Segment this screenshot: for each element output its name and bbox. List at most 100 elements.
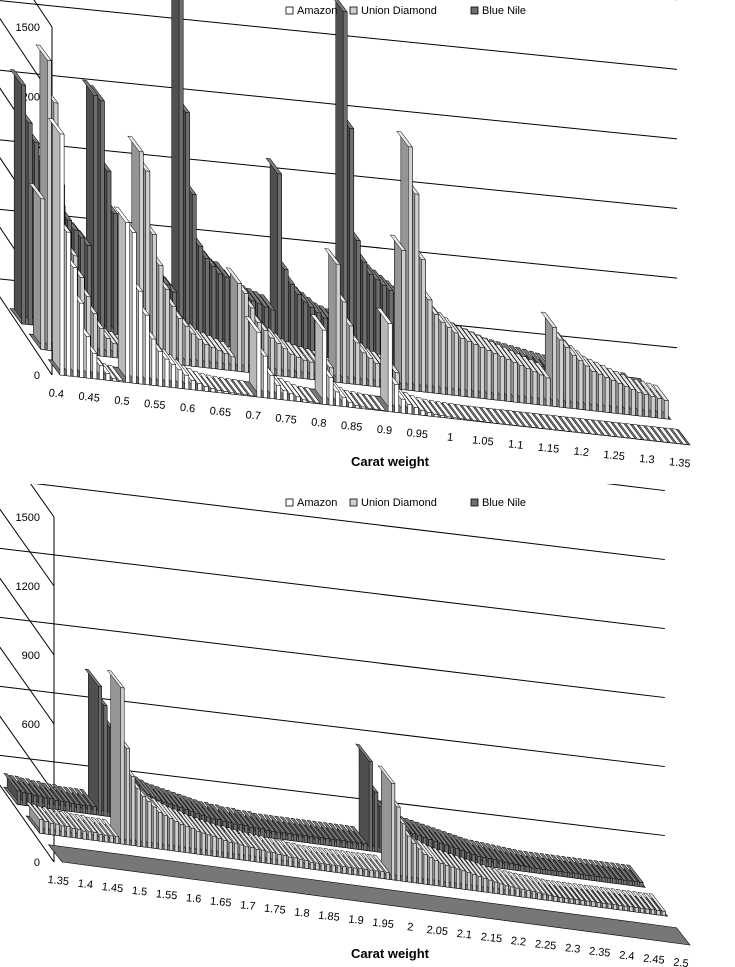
bar: [500, 409, 518, 427]
bar: [594, 886, 612, 910]
legend-label: Blue Nile: [482, 497, 526, 509]
x-tick-label: 2.45: [643, 953, 666, 967]
bar: [610, 888, 629, 912]
bar: [284, 341, 302, 380]
bar: [361, 853, 380, 879]
bar: [546, 414, 564, 432]
bar: [47, 118, 65, 377]
bar: [301, 845, 320, 871]
x-tick-label: 1.15: [537, 442, 560, 456]
bar: [544, 853, 563, 878]
bar: [479, 841, 498, 869]
legend-item: Blue Nile: [470, 497, 526, 509]
bar: [605, 421, 623, 439]
bar: [645, 425, 662, 443]
bar: [621, 889, 640, 914]
bar: [106, 669, 125, 846]
x-tick-label: 1.85: [318, 910, 341, 924]
x-tick-label: 1.25: [603, 449, 626, 463]
bar: [518, 873, 537, 900]
bar: [490, 844, 509, 870]
bar: [205, 334, 223, 371]
bar: [588, 885, 607, 909]
bar: [502, 870, 520, 898]
bar: [57, 785, 76, 813]
bar: [637, 891, 656, 916]
gridline-side: [0, 784, 55, 863]
bar: [297, 385, 314, 404]
bar: [244, 316, 262, 399]
legend-swatch: [470, 6, 479, 15]
y-tick-label: 1500: [16, 512, 40, 524]
bar: [658, 426, 675, 445]
bar: [553, 415, 570, 433]
gridline-side: [30, 484, 55, 518]
bar: [306, 819, 325, 846]
bar: [402, 391, 419, 416]
bar: [46, 783, 65, 812]
legend-label: Union Diamond: [361, 5, 437, 17]
chart-panel-bottom: 0300600900120015001.351.41.451.51.551.61…: [0, 484, 735, 967]
x-tick-label: 0.8: [311, 416, 327, 430]
x-tick-label: 2.3: [564, 942, 580, 956]
gridline-side: [0, 715, 55, 794]
bar: [523, 874, 542, 901]
bar: [540, 413, 557, 431]
bar: [550, 880, 569, 904]
bar: [345, 850, 363, 877]
bar: [389, 234, 407, 391]
bar: [273, 815, 292, 842]
bar: [290, 383, 308, 404]
bar: [35, 780, 54, 810]
bar: [639, 380, 656, 419]
x-tick-label: 0.9: [376, 424, 392, 438]
bar: [448, 402, 465, 421]
bar: [369, 394, 387, 412]
bar: [323, 848, 342, 874]
gridline: [0, 0, 678, 70]
x-tick-label: 1.7: [240, 899, 256, 913]
bar: [376, 307, 393, 413]
y-tick-label: 1200: [16, 581, 40, 593]
bar: [534, 877, 553, 902]
legend-item: Union Diamond: [349, 5, 437, 17]
bar: [377, 765, 396, 881]
bar: [587, 859, 606, 883]
bar: [572, 417, 590, 435]
bar: [631, 423, 649, 442]
bar: [526, 412, 544, 430]
bar: [192, 370, 209, 393]
bar: [101, 818, 120, 845]
bar: [73, 788, 92, 815]
bar: [211, 375, 229, 395]
legend-label: Amazon: [297, 497, 337, 509]
bar: [212, 337, 230, 372]
bar: [310, 314, 328, 406]
bar: [356, 392, 374, 411]
bar: [571, 857, 590, 881]
x-tick-label: 2.35: [588, 945, 611, 959]
bar: [238, 379, 255, 398]
bar: [566, 882, 585, 906]
bar: [512, 872, 531, 899]
legend-label: Union Diamond: [361, 497, 437, 509]
bar: [618, 422, 636, 440]
bar: [528, 851, 547, 875]
legend-label: Blue Nile: [482, 5, 526, 17]
bar: [349, 825, 368, 852]
gridline: [0, 69, 678, 140]
bar: [549, 854, 568, 878]
x-tick-label: 0.7: [245, 409, 261, 423]
legend-swatch: [349, 6, 358, 15]
bar: [620, 863, 639, 888]
legend-item: Amazon: [285, 5, 337, 17]
bar: [290, 842, 309, 870]
gridline: [0, 616, 665, 699]
x-tick-label: 0.55: [143, 398, 166, 412]
y-tick-label: 900: [22, 650, 40, 662]
bar: [317, 821, 336, 848]
x-tick-label: 2.4: [619, 949, 635, 963]
bar: [343, 389, 360, 410]
legend: Amazon Union Diamond Blue Nile: [285, 497, 526, 509]
x-tick-label: 1.35: [47, 874, 70, 888]
